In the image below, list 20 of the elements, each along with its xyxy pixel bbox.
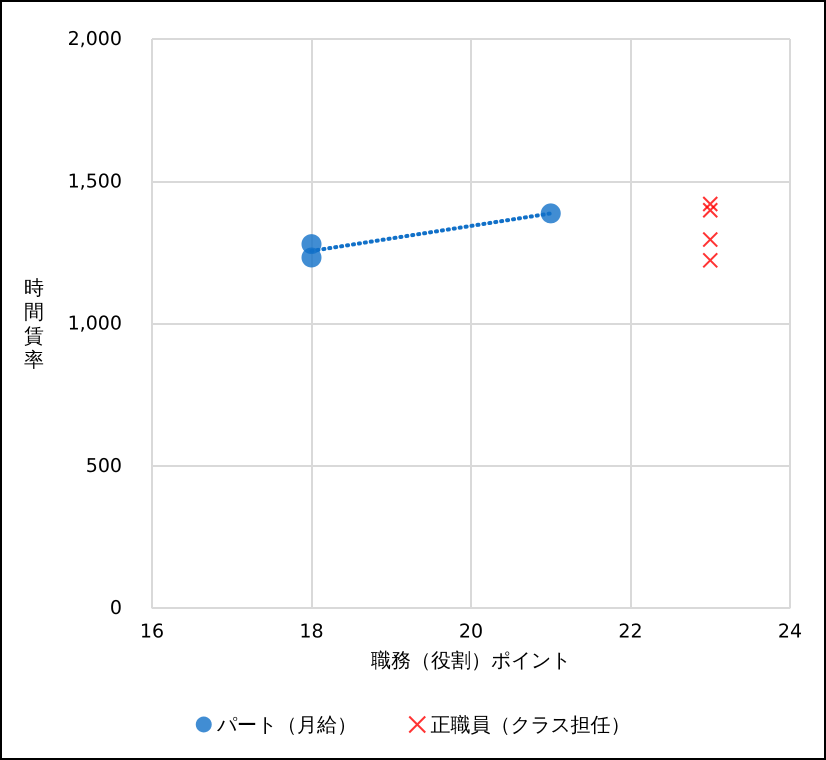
x-tick-label: 22 [618, 620, 643, 642]
point [702, 252, 718, 268]
x-tick-label: 24 [778, 620, 802, 642]
x-tick-label: 18 [299, 620, 324, 642]
x-tick-label: 20 [458, 620, 484, 642]
point [702, 196, 718, 212]
y-tick-label: 2,000 [68, 28, 122, 50]
x-tick-label: 16 [140, 620, 164, 642]
point [540, 203, 561, 224]
y-tick-label: 0 [110, 597, 122, 619]
y-axis-title: 時間賃率 [24, 276, 44, 372]
point [702, 202, 718, 218]
legend-label: パート（月給） [216, 712, 357, 736]
legend-label: 正職員（クラス担任） [430, 712, 630, 736]
point [702, 232, 718, 248]
y-tick-label: 500 [86, 454, 122, 477]
y-tick-label: 1,500 [68, 170, 122, 192]
y-tick-label: 1,000 [68, 312, 122, 334]
point [302, 248, 322, 268]
x-axis-title: 職務（役割）ポイント [371, 648, 571, 672]
